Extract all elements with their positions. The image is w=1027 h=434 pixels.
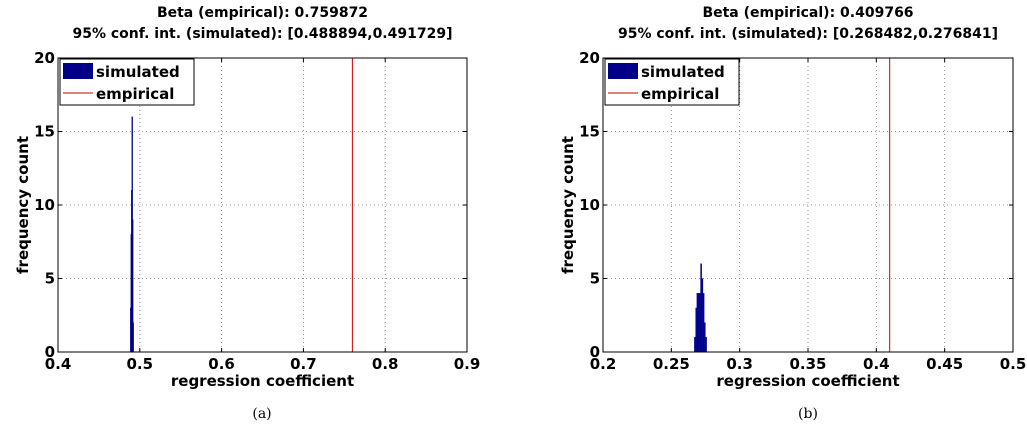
- histogram-bar: [704, 322, 706, 353]
- histogram-bar: [697, 293, 700, 353]
- x-tick-label: 0.45: [926, 355, 963, 373]
- histogram-bar: [700, 263, 702, 353]
- y-tick-label: 10: [579, 196, 600, 214]
- legend-swatch-simulated: [608, 63, 638, 79]
- y-tick-label: 0: [45, 343, 55, 361]
- y-tick-label: 20: [34, 49, 55, 67]
- x-tick-label: 0.2: [590, 355, 617, 373]
- histogram-bar: [695, 307, 697, 353]
- chart-title-line1: Beta (empirical): 0.409766: [702, 5, 913, 21]
- x-tick-label: 0.8: [372, 355, 399, 373]
- y-tick-label: 10: [34, 196, 55, 214]
- x-tick-label: 0.4: [45, 355, 72, 373]
- legend-label-empirical: empirical: [641, 85, 719, 103]
- x-tick-label: 0.35: [789, 355, 826, 373]
- x-tick-label: 0.6: [208, 355, 235, 373]
- y-tick-label: 20: [579, 49, 600, 67]
- x-tick-label: 0.5: [1000, 355, 1027, 373]
- histogram-bar: [701, 278, 704, 353]
- histogram-bar: [702, 293, 705, 353]
- x-tick-label: 0.5: [127, 355, 154, 373]
- y-axis-label: frequency count: [559, 136, 577, 274]
- chart-panel-a: 0.4 0.5 0.6 0.7 0.8 0.9 0 5 10 15 20 Beta (empirica…: [14, 5, 480, 422]
- histogram-bar: [132, 322, 134, 353]
- chart-title-line2: 95% conf. int. (simulated): [0.268482,0.…: [618, 26, 998, 42]
- legend-label-empirical: empirical: [96, 85, 174, 103]
- y-tick-label: 0: [590, 343, 600, 361]
- y-tick-label: 5: [590, 270, 600, 288]
- chart-title-line1: Beta (empirical): 0.759872: [157, 5, 368, 21]
- histogram-bar: [705, 337, 707, 353]
- x-tick-label: 0.3: [726, 355, 753, 373]
- chart-title-line2: 95% conf. int. (simulated): [0.488894,0.…: [73, 26, 453, 42]
- x-tick-label: 0.4: [863, 355, 890, 373]
- legend-swatch-simulated: [63, 63, 93, 79]
- y-tick-label: 5: [45, 270, 55, 288]
- x-tick-label: 0.9: [454, 355, 481, 373]
- x-tick-label: 0.7: [290, 355, 317, 373]
- x-axis-label: regression coefficient: [716, 372, 899, 390]
- x-tick-label: 0.25: [653, 355, 690, 373]
- panel-caption: (b): [798, 406, 818, 422]
- y-tick-label: 15: [34, 123, 55, 141]
- panel-caption: (a): [252, 406, 271, 422]
- legend-label-simulated: simulated: [96, 63, 180, 81]
- histogram-bar: [696, 293, 699, 353]
- legend-label-simulated: simulated: [641, 63, 725, 81]
- histogram-bar: [694, 337, 696, 353]
- histogram-bar: [699, 293, 701, 353]
- y-tick-label: 15: [579, 123, 600, 141]
- y-axis-label: frequency count: [14, 136, 32, 274]
- x-axis-label: regression coefficient: [171, 372, 354, 390]
- chart-panel-b: 0.2 0.25 0.3 0.35 0.4 0.45 0.5 0 5 10 15 20 Beta (em…: [559, 5, 1026, 422]
